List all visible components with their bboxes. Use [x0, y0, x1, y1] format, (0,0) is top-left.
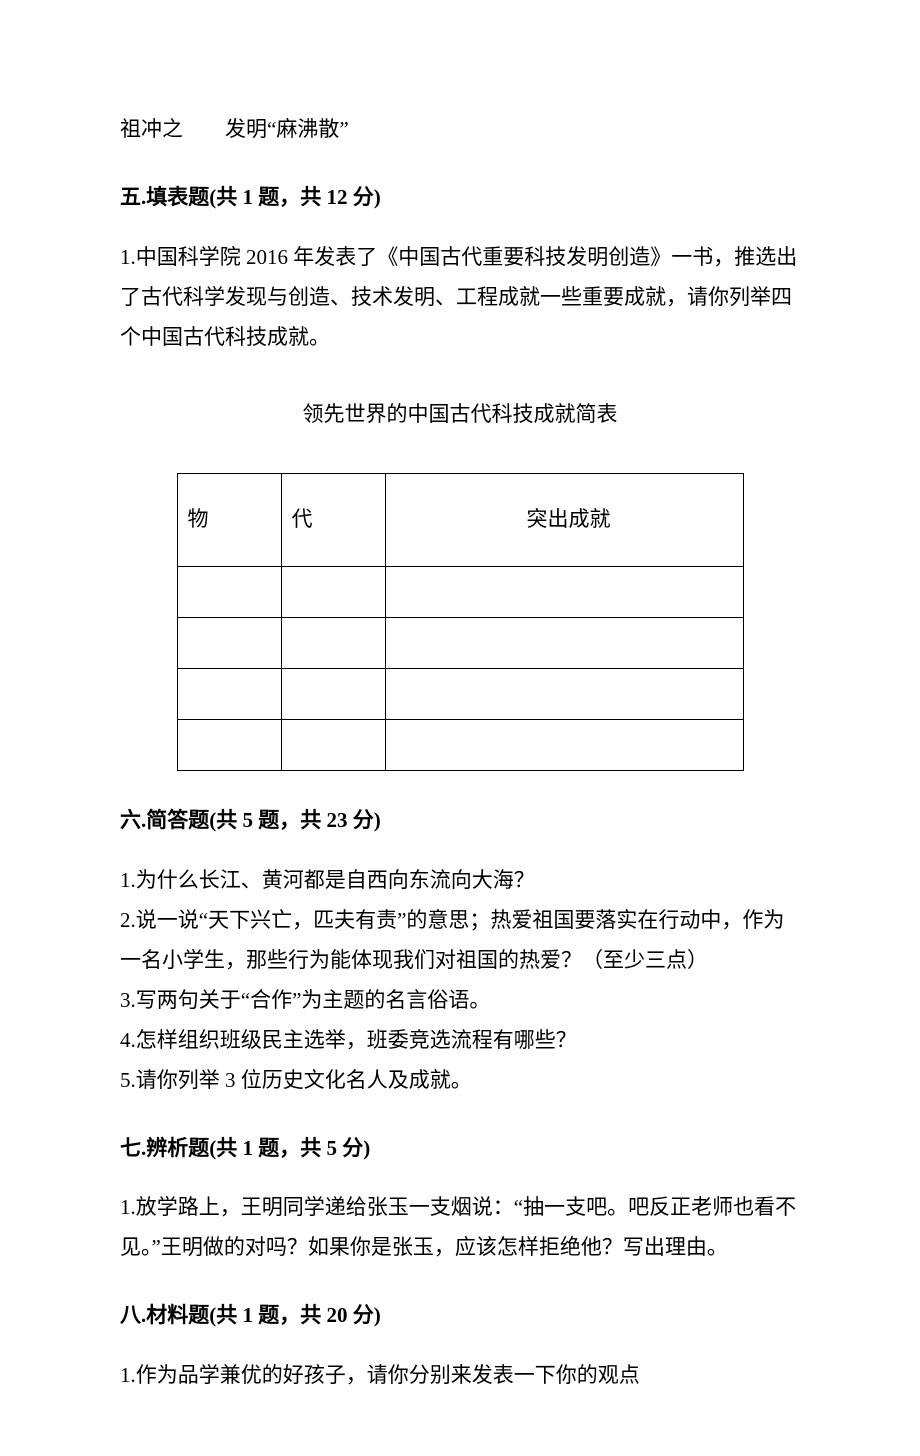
section6-item: 1.为什么长江、黄河都是自西向东流向大海？ [120, 861, 800, 901]
table-header-cell: 物 [177, 474, 281, 567]
section6-item: 2.说一说“天下兴亡，匹夫有责”的意思；热爱祖国要落实在行动中，作为一名小学生，… [120, 901, 800, 981]
section8-heading: 八.材料题(共 1 题，共 20 分) [120, 1296, 800, 1336]
table-cell [385, 669, 743, 720]
section6-item: 5.请你列举 3 位历史文化名人及成就。 [120, 1061, 800, 1101]
table-cell [385, 567, 743, 618]
table-cell [281, 720, 385, 771]
table-row [177, 669, 743, 720]
section5-table: 物代突出成就 [177, 473, 744, 771]
section6-items: 1.为什么长江、黄河都是自西向东流向大海？2.说一说“天下兴亡，匹夫有责”的意思… [120, 861, 800, 1100]
table-header-cell: 代 [281, 474, 385, 567]
table-row [177, 618, 743, 669]
table-cell [385, 720, 743, 771]
table-cell [281, 618, 385, 669]
table-cell [281, 669, 385, 720]
table-cell [177, 720, 281, 771]
section5-heading: 五.填表题(共 1 题，共 12 分) [120, 178, 800, 218]
section6-heading: 六.简答题(共 5 题，共 23 分) [120, 801, 800, 841]
table-cell [281, 567, 385, 618]
table-row [177, 567, 743, 618]
table-cell [177, 618, 281, 669]
table-header-cell: 突出成就 [385, 474, 743, 567]
table-cell [177, 567, 281, 618]
section7-q1: 1.放学路上，王明同学递给张玉一支烟说：“抽一支吧。吧反正老师也看不见。”王明做… [120, 1188, 800, 1268]
section7-heading: 七.辨析题(共 1 题，共 5 分) [120, 1129, 800, 1169]
section5-table-caption: 领先世界的中国古代科技成就简表 [120, 395, 800, 435]
section5-q1: 1.中国科学院 2016 年发表了《中国古代重要科技发明创造》一书，推选出了古代… [120, 238, 800, 358]
section8-q1: 1.作为品学兼优的好孩子，请你分别来发表一下你的观点 [120, 1356, 800, 1396]
section6-item: 4.怎样组织班级民主选举，班委竞选流程有哪些？ [120, 1021, 800, 1061]
table-cell [385, 618, 743, 669]
table-row [177, 720, 743, 771]
table-cell [177, 669, 281, 720]
section6-item: 3.写两句关于“合作”为主题的名言俗语。 [120, 981, 800, 1021]
intro-line: 祖冲之 发明“麻沸散” [120, 110, 800, 150]
